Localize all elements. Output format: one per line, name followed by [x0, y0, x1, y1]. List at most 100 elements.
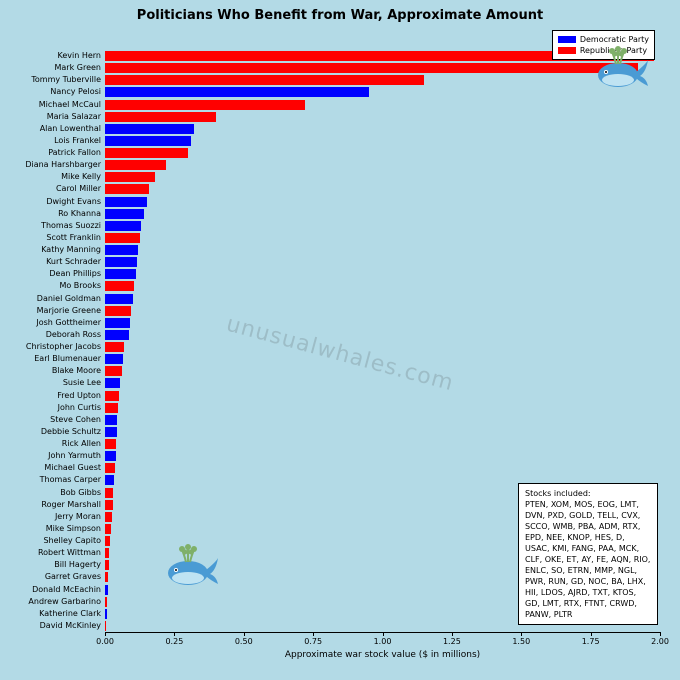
bar-label: Mike Simpson	[1, 524, 101, 534]
bar-label: Josh Gottheimer	[1, 318, 101, 328]
x-tick	[383, 632, 384, 636]
bar-label: Kathy Manning	[1, 245, 101, 255]
bar-label: Diana Harshbarger	[1, 160, 101, 170]
bar-label: Debbie Schultz	[1, 427, 101, 437]
bar	[105, 281, 134, 291]
bar-label: John Curtis	[1, 403, 101, 413]
bar-label: Roger Marshall	[1, 500, 101, 510]
bar	[105, 221, 141, 231]
legend-swatch-rep	[558, 47, 576, 54]
chart-title: Politicians Who Benefit from War, Approx…	[0, 8, 680, 23]
bar-label: Andrew Garbarino	[1, 597, 101, 607]
bar	[105, 245, 138, 255]
bar-label: Kurt Schrader	[1, 257, 101, 267]
whale-icon-top	[590, 42, 650, 92]
x-tick-label: 1.00	[374, 637, 392, 646]
x-tick-label: 1.25	[443, 637, 461, 646]
bar-label: Donald McEachin	[1, 585, 101, 595]
bar	[105, 391, 119, 401]
bar	[105, 597, 107, 607]
bar	[105, 378, 120, 388]
bar	[105, 87, 369, 97]
stocks-included-box: Stocks included: PTEN, XOM, MOS, EOG, LM…	[518, 483, 658, 625]
bar	[105, 318, 130, 328]
bar	[105, 197, 147, 207]
x-tick	[105, 632, 106, 636]
x-tick	[521, 632, 522, 636]
whale-icon-bottom	[160, 540, 220, 590]
bar-label: Ro Khanna	[1, 209, 101, 219]
x-tick	[591, 632, 592, 636]
bar-label: Deborah Ross	[1, 330, 101, 340]
bar-label: Michael McCaul	[1, 100, 101, 110]
bar-label: Tommy Tuberville	[1, 75, 101, 85]
bar	[105, 100, 305, 110]
bar	[105, 427, 117, 437]
bar-label: Carol Miller	[1, 184, 101, 194]
bar-label: Thomas Carper	[1, 475, 101, 485]
bar-label: Maria Salazar	[1, 112, 101, 122]
bar	[105, 330, 129, 340]
bar	[105, 439, 116, 449]
bar-label: Daniel Goldman	[1, 294, 101, 304]
bar	[105, 148, 188, 158]
bar	[105, 75, 424, 85]
bar-label: Susie Lee	[1, 378, 101, 388]
x-axis-label: Approximate war stock value ($ in millio…	[105, 650, 660, 660]
bar	[105, 512, 112, 522]
stocks-body: PTEN, XOM, MOS, EOG, LMT, DVN, PXD, GOLD…	[525, 499, 651, 620]
bar-label: Shelley Capito	[1, 536, 101, 546]
bar	[105, 415, 117, 425]
bar-label: Mike Kelly	[1, 172, 101, 182]
bar-label: Scott Franklin	[1, 233, 101, 243]
bar	[105, 500, 113, 510]
x-tick-label: 0.75	[304, 637, 322, 646]
x-tick-label: 2.00	[651, 637, 669, 646]
bar	[105, 609, 107, 619]
bar-label: Blake Moore	[1, 366, 101, 376]
bar-label: Jerry Moran	[1, 512, 101, 522]
bar	[105, 112, 216, 122]
bar-label: Marjorie Greene	[1, 306, 101, 316]
bar	[105, 403, 118, 413]
x-tick-label: 1.50	[512, 637, 530, 646]
bar-label: Mo Brooks	[1, 281, 101, 291]
chart-container: Politicians Who Benefit from War, Approx…	[0, 0, 680, 680]
x-tick	[452, 632, 453, 636]
bar	[105, 354, 123, 364]
x-tick-label: 0.00	[96, 637, 114, 646]
bar	[105, 621, 106, 631]
bar	[105, 233, 140, 243]
bar	[105, 560, 109, 570]
bar	[105, 269, 136, 279]
x-tick	[244, 632, 245, 636]
bar-label: Thomas Suozzi	[1, 221, 101, 231]
bar-label: Patrick Fallon	[1, 148, 101, 158]
bar	[105, 136, 191, 146]
bar	[105, 548, 109, 558]
bar	[105, 209, 144, 219]
stocks-heading: Stocks included:	[525, 488, 651, 499]
bar	[105, 451, 116, 461]
bar-label: Kevin Hern	[1, 51, 101, 61]
bar	[105, 488, 113, 498]
bar-label: Katherine Clark	[1, 609, 101, 619]
bar-label: Lois Frankel	[1, 136, 101, 146]
x-tick	[660, 632, 661, 636]
bar-label: Mark Green	[1, 63, 101, 73]
bar	[105, 184, 149, 194]
bar	[105, 572, 108, 582]
bar	[105, 63, 638, 73]
bar	[105, 257, 137, 267]
bar	[105, 306, 131, 316]
bar-label: Alan Lowenthal	[1, 124, 101, 134]
bar-label: Fred Upton	[1, 391, 101, 401]
bar	[105, 536, 110, 546]
bar-label: Steve Cohen	[1, 415, 101, 425]
bar-label: Christopher Jacobs	[1, 342, 101, 352]
bar	[105, 124, 194, 134]
bar-label: Bill Hagerty	[1, 560, 101, 570]
x-tick	[313, 632, 314, 636]
bar	[105, 342, 124, 352]
x-tick-label: 1.75	[582, 637, 600, 646]
